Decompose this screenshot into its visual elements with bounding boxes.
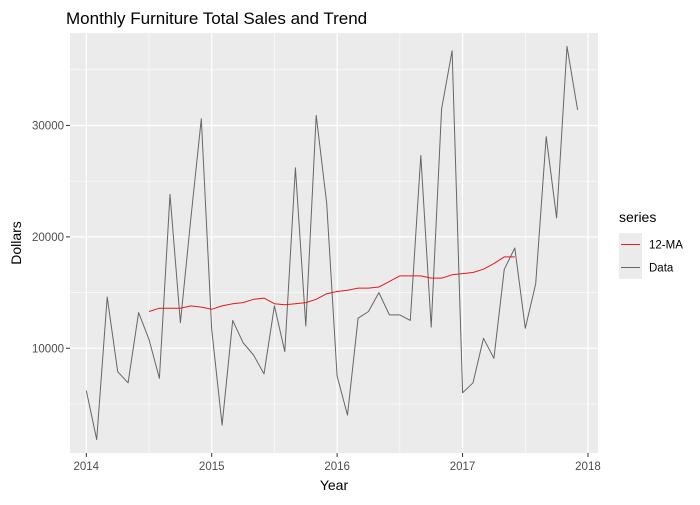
x-tick-label: 2014: [74, 461, 100, 473]
major-grid: [70, 33, 598, 453]
x-tick-label: 2017: [450, 461, 476, 473]
legend-title: series: [619, 209, 656, 225]
y-tick-label: 30000: [32, 120, 64, 132]
y-tick-label: 10000: [32, 343, 64, 355]
series-line-data: [85, 45, 579, 441]
series-lines: [85, 45, 579, 441]
plot-panel: [70, 33, 598, 453]
y-axis: 10000 20000 30000: [32, 120, 70, 355]
y-tick-label: 20000: [32, 232, 64, 244]
x-axis: 2014 2015 2016 2017 2018: [74, 453, 601, 473]
series-line-12-ma: [148, 256, 515, 312]
legend-label: Data: [649, 263, 674, 275]
chart-title: Monthly Furniture Total Sales and Trend: [66, 9, 367, 28]
x-tick-label: 2018: [575, 461, 601, 473]
legend-label: 12-MA: [649, 240, 683, 252]
y-axis-label: Dollars: [8, 221, 24, 265]
x-tick-label: 2016: [324, 461, 350, 473]
legend: series 12-MA Data: [619, 209, 683, 279]
x-axis-label: Year: [320, 477, 349, 493]
x-tick-label: 2015: [199, 461, 225, 473]
